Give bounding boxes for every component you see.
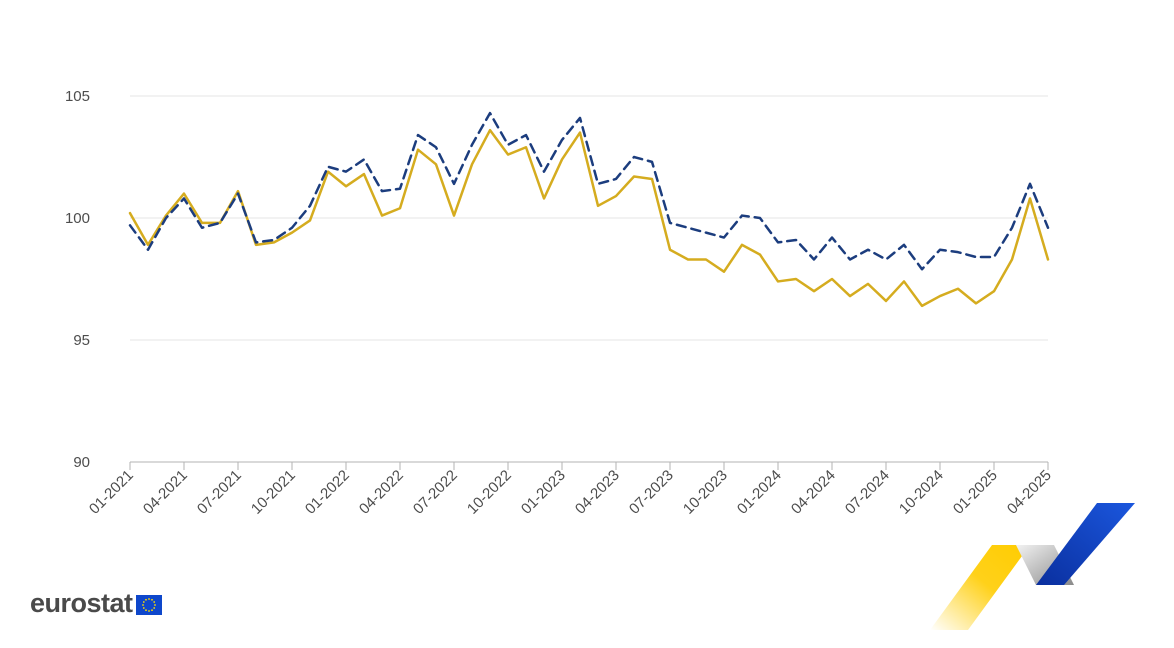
x-tick-label: 10-2022	[464, 467, 515, 518]
x-tick-label: 04-2024	[788, 467, 839, 518]
eurostat-logo: eurostat	[30, 588, 162, 619]
x-tick-label: 01-2024	[734, 467, 785, 518]
x-tick-label: 10-2024	[896, 467, 947, 518]
series-line-2	[128, 111, 1050, 271]
series-group	[128, 111, 1050, 308]
x-tick-label: 01-2023	[518, 467, 569, 518]
x-tick-label: 07-2024	[842, 467, 893, 518]
x-tick-label: 04-2023	[572, 467, 623, 518]
ribbon-blue	[1036, 503, 1135, 585]
x-tick-label: 04-2022	[356, 467, 407, 518]
x-tick-label: 01-2022	[302, 467, 353, 518]
y-tick-label: 100	[65, 210, 90, 227]
y-tick-label: 105	[65, 88, 90, 105]
x-tick-label: 01-2025	[950, 467, 1001, 518]
logo-text: eurostat	[30, 588, 133, 618]
y-tick-label: 95	[73, 332, 90, 349]
x-axis-ticks	[129, 462, 1049, 470]
x-tick-label: 07-2023	[626, 467, 677, 518]
y-axis-labels: 90 95 100 105	[65, 88, 90, 471]
x-tick-label: 04-2025	[1004, 467, 1055, 518]
x-tick-label: 07-2021	[194, 467, 245, 518]
ribbon-yellow	[930, 545, 1030, 630]
x-tick-label: 10-2023	[680, 467, 731, 518]
x-axis-labels: 01-2021 04-2021 07-2021 10-2021 01-2022 04-20…	[86, 467, 1055, 518]
x-tick-label: 01-2021	[86, 467, 137, 518]
eu-flag-icon	[135, 595, 162, 615]
x-tick-label: 10-2021	[248, 467, 299, 518]
y-tick-label: 90	[73, 454, 90, 471]
grid-lines	[130, 95, 1048, 341]
decorative-ribbon	[930, 503, 1135, 630]
series-line-1	[128, 128, 1050, 308]
x-tick-label: 04-2021	[140, 467, 191, 518]
x-tick-label: 07-2022	[410, 467, 461, 518]
